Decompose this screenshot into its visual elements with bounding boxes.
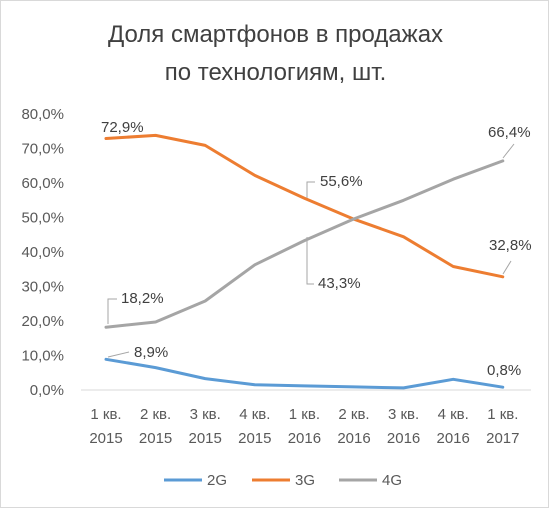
data-label-leader-2 bbox=[107, 298, 117, 324]
x-tick-label-5-quarter: 2 кв. bbox=[338, 406, 369, 423]
x-tick-label-2-year: 2015 bbox=[189, 430, 222, 447]
chart-title-line-2: по технологиям, шт. bbox=[164, 59, 387, 86]
legend-label-3G: 3G bbox=[295, 472, 315, 489]
y-tick-label-5: 50,0% bbox=[21, 210, 64, 227]
data-label-2G-0: 8,9% bbox=[134, 344, 168, 361]
x-tick-label-0-quarter: 1 кв. bbox=[90, 406, 121, 423]
x-tick-label-7-year: 2016 bbox=[437, 430, 470, 447]
series-line-2G bbox=[104, 357, 505, 390]
x-tick-label-8-year: 2017 bbox=[486, 430, 519, 447]
x-tick-label-6-quarter: 3 кв. bbox=[388, 406, 419, 423]
data-label-leader-4 bbox=[306, 237, 314, 285]
data-label-3G-0: 72,9% bbox=[101, 119, 144, 136]
data-label-4G-8: 66,4% bbox=[488, 124, 531, 141]
series-line-4G bbox=[104, 159, 505, 329]
series-line-3G bbox=[104, 133, 505, 279]
x-tick-label-6-year: 2016 bbox=[387, 430, 420, 447]
y-tick-label-6: 60,0% bbox=[21, 175, 64, 192]
x-tick-label-4-year: 2016 bbox=[288, 430, 321, 447]
data-label-4G-4: 43,3% bbox=[318, 275, 361, 292]
chart-title-line-1: Доля смартфонов в продажах bbox=[107, 21, 444, 48]
x-tick-label-2-quarter: 3 кв. bbox=[190, 406, 221, 423]
y-tick-label-0: 0,0% bbox=[30, 382, 64, 399]
x-tick-label-1-year: 2015 bbox=[139, 430, 172, 447]
x-tick-label-4-quarter: 1 кв. bbox=[289, 406, 320, 423]
x-tick-label-3-year: 2015 bbox=[238, 430, 271, 447]
y-tick-label-4: 40,0% bbox=[21, 244, 64, 261]
x-tick-label-0-year: 2015 bbox=[89, 430, 122, 447]
y-tick-label-7: 70,0% bbox=[21, 141, 64, 158]
data-label-leader-3 bbox=[306, 181, 315, 198]
data-label-4G-0: 18,2% bbox=[121, 290, 164, 307]
legend-label-2G: 2G bbox=[207, 472, 227, 489]
data-label-3G-4: 55,6% bbox=[320, 173, 363, 190]
y-tick-label-3: 30,0% bbox=[21, 279, 64, 296]
y-tick-label-1: 10,0% bbox=[21, 348, 64, 365]
data-label-leader-5 bbox=[502, 143, 515, 159]
data-label-3G-8: 32,8% bbox=[489, 237, 532, 254]
y-tick-label-8: 80,0% bbox=[21, 106, 64, 123]
legend-label-4G: 4G bbox=[382, 472, 402, 489]
x-tick-label-5-year: 2016 bbox=[337, 430, 370, 447]
data-label-leader-6 bbox=[502, 260, 512, 275]
x-tick-label-3-quarter: 4 кв. bbox=[239, 406, 270, 423]
x-tick-label-8-quarter: 1 кв. bbox=[487, 406, 518, 423]
y-tick-label-2: 20,0% bbox=[21, 313, 64, 330]
x-tick-label-7-quarter: 4 кв. bbox=[438, 406, 469, 423]
data-label-leader-1 bbox=[107, 351, 130, 358]
x-tick-label-1-quarter: 2 кв. bbox=[140, 406, 171, 423]
data-label-2G-8: 0,8% bbox=[487, 362, 521, 379]
